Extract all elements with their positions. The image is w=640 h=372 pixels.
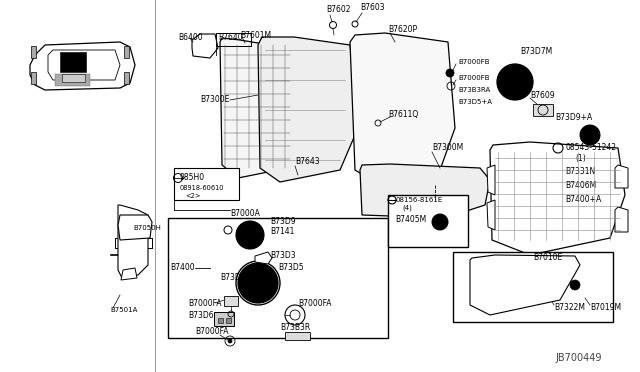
Polygon shape bbox=[192, 34, 218, 58]
Text: B73D5: B73D5 bbox=[278, 263, 303, 273]
Text: B73D3: B73D3 bbox=[270, 250, 296, 260]
Text: B7322M: B7322M bbox=[554, 304, 585, 312]
Bar bbox=[60, 52, 86, 72]
Bar bbox=[168, 218, 388, 338]
Circle shape bbox=[580, 125, 600, 145]
Polygon shape bbox=[255, 252, 272, 264]
Bar bbox=[124, 46, 129, 58]
Circle shape bbox=[246, 231, 254, 239]
Text: B73D7: B73D7 bbox=[220, 273, 246, 282]
Text: B7602: B7602 bbox=[326, 6, 351, 15]
Text: B7611Q: B7611Q bbox=[388, 110, 419, 119]
Polygon shape bbox=[615, 207, 628, 232]
Circle shape bbox=[236, 221, 264, 249]
Text: B7640: B7640 bbox=[218, 32, 243, 42]
Polygon shape bbox=[48, 50, 120, 80]
Text: <2>: <2> bbox=[185, 193, 200, 199]
Polygon shape bbox=[615, 165, 628, 188]
Text: B7331N: B7331N bbox=[565, 167, 595, 176]
Text: B7010E: B7010E bbox=[533, 253, 563, 263]
Text: B7620P: B7620P bbox=[388, 26, 417, 35]
Text: 08918-60610: 08918-60610 bbox=[180, 185, 225, 191]
Text: B73D6: B73D6 bbox=[188, 311, 214, 321]
Text: B7050H: B7050H bbox=[133, 225, 161, 231]
Polygon shape bbox=[121, 268, 137, 280]
Bar bbox=[285, 332, 310, 340]
Bar bbox=[388, 195, 468, 247]
Text: B7609: B7609 bbox=[530, 90, 555, 99]
Circle shape bbox=[446, 69, 454, 77]
Text: B7300E: B7300E bbox=[200, 96, 229, 105]
Circle shape bbox=[241, 226, 259, 244]
Text: B73D9+A: B73D9+A bbox=[555, 113, 592, 122]
Bar bbox=[31, 46, 36, 58]
Text: B73B3RA: B73B3RA bbox=[458, 87, 490, 93]
Text: B7406M: B7406M bbox=[565, 180, 596, 189]
Circle shape bbox=[432, 214, 448, 230]
Text: B7000FA: B7000FA bbox=[195, 327, 228, 337]
Bar bbox=[226, 318, 231, 323]
Bar bbox=[218, 318, 223, 323]
Bar bbox=[224, 296, 238, 306]
Text: B7400+A: B7400+A bbox=[565, 196, 601, 205]
Polygon shape bbox=[118, 205, 148, 278]
Polygon shape bbox=[62, 74, 85, 82]
Circle shape bbox=[503, 70, 527, 94]
Polygon shape bbox=[350, 33, 455, 182]
Text: B7501A: B7501A bbox=[110, 307, 138, 313]
Text: B7000A: B7000A bbox=[230, 209, 260, 218]
Circle shape bbox=[510, 77, 520, 87]
Polygon shape bbox=[220, 38, 295, 178]
Circle shape bbox=[570, 280, 580, 290]
Polygon shape bbox=[258, 37, 358, 182]
Bar bbox=[55, 74, 90, 86]
Circle shape bbox=[238, 263, 278, 303]
Circle shape bbox=[244, 269, 272, 297]
Text: B73B3R: B73B3R bbox=[280, 324, 310, 333]
Bar bbox=[174, 168, 239, 200]
Bar bbox=[124, 72, 129, 84]
Circle shape bbox=[436, 218, 444, 226]
Bar bbox=[533, 104, 553, 116]
Text: B7000FB: B7000FB bbox=[458, 75, 490, 81]
Bar bbox=[31, 72, 36, 84]
Text: (4): (4) bbox=[402, 205, 412, 211]
Text: B6400: B6400 bbox=[178, 33, 203, 42]
Circle shape bbox=[585, 130, 595, 140]
Text: 08543-51242: 08543-51242 bbox=[565, 144, 616, 153]
Text: B7019M: B7019M bbox=[590, 304, 621, 312]
Polygon shape bbox=[487, 200, 495, 230]
Text: B73D5+A: B73D5+A bbox=[458, 99, 492, 105]
Polygon shape bbox=[490, 142, 625, 255]
Bar bbox=[214, 312, 234, 326]
Circle shape bbox=[251, 276, 265, 290]
Polygon shape bbox=[30, 42, 135, 90]
Circle shape bbox=[228, 339, 232, 343]
Text: B73D9: B73D9 bbox=[270, 218, 296, 227]
Text: B73D7M: B73D7M bbox=[520, 48, 552, 57]
Polygon shape bbox=[470, 255, 580, 315]
Text: (1): (1) bbox=[575, 154, 586, 163]
Bar bbox=[453, 252, 613, 322]
Text: JB700449: JB700449 bbox=[555, 353, 602, 363]
Text: B7300M: B7300M bbox=[432, 144, 463, 153]
Text: B7400: B7400 bbox=[170, 263, 195, 273]
Text: B7000FA: B7000FA bbox=[298, 298, 332, 308]
Text: B7643: B7643 bbox=[295, 157, 319, 167]
Bar bbox=[216, 33, 251, 46]
Text: B7000FA: B7000FA bbox=[188, 298, 221, 308]
Text: B7601M: B7601M bbox=[240, 31, 271, 39]
Polygon shape bbox=[360, 164, 490, 218]
Text: 985H0: 985H0 bbox=[180, 173, 205, 182]
Text: B7405M: B7405M bbox=[395, 215, 426, 224]
Text: B7603: B7603 bbox=[360, 3, 385, 13]
Text: B7141: B7141 bbox=[270, 228, 294, 237]
Polygon shape bbox=[118, 215, 152, 240]
Polygon shape bbox=[487, 165, 495, 195]
Text: 08156-8161E: 08156-8161E bbox=[395, 197, 442, 203]
Circle shape bbox=[497, 64, 533, 100]
Text: B7000FB: B7000FB bbox=[458, 59, 490, 65]
